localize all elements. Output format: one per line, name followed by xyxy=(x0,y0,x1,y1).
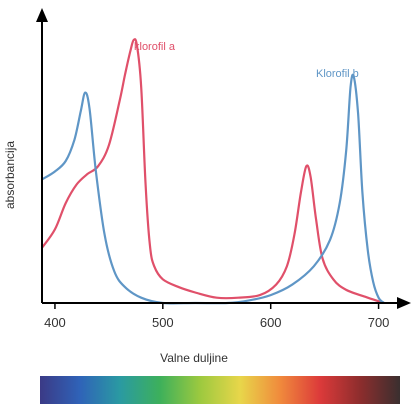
series-layer xyxy=(41,38,385,305)
x-tick-label-600: 600 xyxy=(260,315,282,330)
y-axis-arrow xyxy=(36,8,48,22)
x-tick-label-400: 400 xyxy=(44,315,66,330)
series-label-klorofil-a: klorofil a xyxy=(134,41,176,53)
spectrum-bar xyxy=(40,376,400,404)
x-tick-label-700: 700 xyxy=(368,315,390,330)
series-line-klorofil-a xyxy=(41,38,385,305)
y-axis-label: absorbancija xyxy=(3,141,17,209)
x-tick-layer: 400 500 600 700 xyxy=(44,303,389,330)
x-axis-arrow xyxy=(397,297,411,309)
x-tick-label-500: 500 xyxy=(152,315,174,330)
series-line-klorofil-b xyxy=(41,73,385,305)
x-axis-label: Valne duljine xyxy=(160,351,228,365)
series-label-klorofil-b: Klorofil b xyxy=(316,68,359,80)
